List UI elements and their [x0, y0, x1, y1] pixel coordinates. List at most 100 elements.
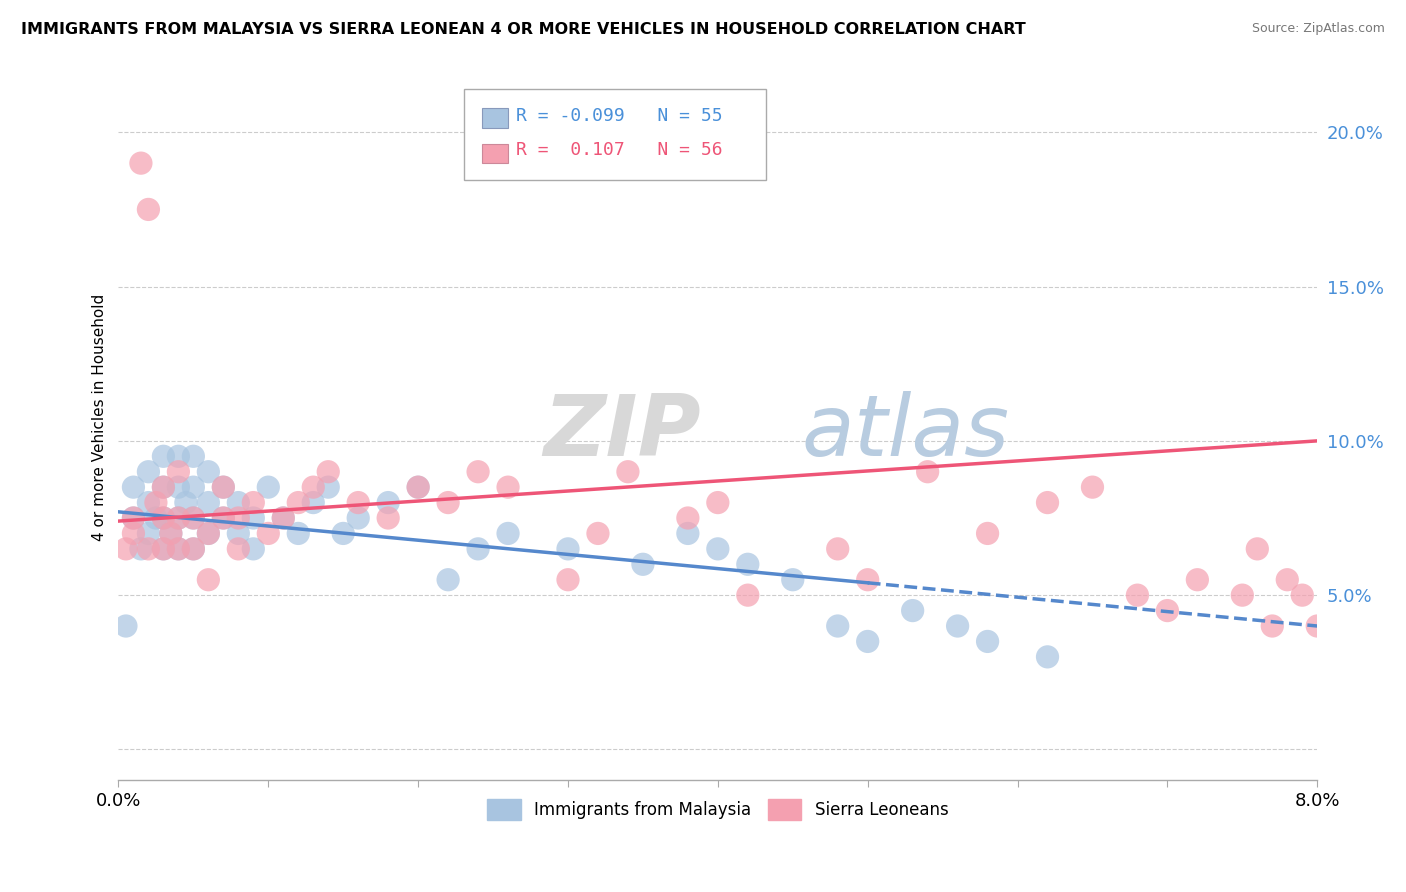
- Point: [332, 526, 354, 541]
- Point: [316, 480, 339, 494]
- Point: [242, 511, 264, 525]
- Point: [167, 450, 190, 464]
- Point: [145, 511, 167, 525]
- Point: [437, 495, 460, 509]
- Point: [1322, 558, 1344, 572]
- Point: [242, 495, 264, 509]
- Point: [183, 511, 205, 525]
- Point: [496, 480, 519, 494]
- Point: [183, 541, 205, 556]
- Point: [676, 511, 699, 525]
- Point: [197, 526, 219, 541]
- Point: [197, 573, 219, 587]
- Point: [271, 511, 294, 525]
- Point: [946, 619, 969, 633]
- Point: [1036, 495, 1059, 509]
- Point: [586, 526, 609, 541]
- Point: [271, 511, 294, 525]
- Point: [856, 573, 879, 587]
- Point: [212, 511, 235, 525]
- Point: [1306, 619, 1329, 633]
- Point: [122, 480, 145, 494]
- Point: [160, 526, 183, 541]
- Legend: Immigrants from Malaysia, Sierra Leoneans: Immigrants from Malaysia, Sierra Leonean…: [481, 793, 955, 826]
- Point: [316, 465, 339, 479]
- Point: [467, 465, 489, 479]
- Text: Source: ZipAtlas.com: Source: ZipAtlas.com: [1251, 22, 1385, 36]
- Point: [152, 511, 174, 525]
- Point: [129, 541, 152, 556]
- Point: [707, 541, 730, 556]
- Point: [1126, 588, 1149, 602]
- Point: [152, 480, 174, 494]
- Point: [152, 450, 174, 464]
- Y-axis label: 4 or more Vehicles in Household: 4 or more Vehicles in Household: [93, 294, 107, 541]
- Point: [707, 495, 730, 509]
- Point: [287, 526, 309, 541]
- Point: [115, 541, 138, 556]
- Point: [115, 619, 138, 633]
- Point: [377, 495, 399, 509]
- Point: [152, 541, 174, 556]
- Point: [1036, 649, 1059, 664]
- Point: [1291, 588, 1313, 602]
- Point: [212, 511, 235, 525]
- Point: [782, 573, 804, 587]
- Point: [287, 495, 309, 509]
- Point: [302, 480, 325, 494]
- Point: [901, 604, 924, 618]
- Point: [138, 465, 160, 479]
- Text: R =  0.107   N = 56: R = 0.107 N = 56: [516, 141, 723, 159]
- Point: [152, 511, 174, 525]
- Text: atlas: atlas: [801, 391, 1010, 474]
- Point: [228, 495, 250, 509]
- Point: [1277, 573, 1299, 587]
- Point: [242, 541, 264, 556]
- Point: [827, 619, 849, 633]
- Point: [167, 511, 190, 525]
- Point: [1232, 588, 1254, 602]
- Point: [737, 558, 759, 572]
- Point: [167, 465, 190, 479]
- Point: [183, 480, 205, 494]
- Point: [138, 526, 160, 541]
- Point: [856, 634, 879, 648]
- Point: [467, 541, 489, 556]
- Point: [1261, 619, 1284, 633]
- Point: [138, 495, 160, 509]
- Point: [437, 573, 460, 587]
- Point: [174, 495, 197, 509]
- Point: [302, 495, 325, 509]
- Text: R = -0.099   N = 55: R = -0.099 N = 55: [516, 107, 723, 125]
- Point: [228, 526, 250, 541]
- Point: [122, 511, 145, 525]
- Point: [197, 526, 219, 541]
- Point: [406, 480, 429, 494]
- Point: [212, 480, 235, 494]
- Point: [976, 526, 998, 541]
- Point: [737, 588, 759, 602]
- Point: [1156, 604, 1178, 618]
- Point: [257, 526, 280, 541]
- Point: [617, 465, 640, 479]
- Point: [167, 480, 190, 494]
- Point: [496, 526, 519, 541]
- Point: [406, 480, 429, 494]
- Point: [212, 480, 235, 494]
- Point: [129, 156, 152, 170]
- Point: [145, 495, 167, 509]
- Point: [1187, 573, 1209, 587]
- Point: [347, 495, 370, 509]
- Point: [138, 202, 160, 217]
- Point: [557, 541, 579, 556]
- Point: [827, 541, 849, 556]
- Point: [122, 511, 145, 525]
- Point: [167, 541, 190, 556]
- Point: [138, 541, 160, 556]
- Point: [160, 526, 183, 541]
- Point: [347, 511, 370, 525]
- Point: [676, 526, 699, 541]
- Point: [122, 526, 145, 541]
- Point: [167, 541, 190, 556]
- Point: [976, 634, 998, 648]
